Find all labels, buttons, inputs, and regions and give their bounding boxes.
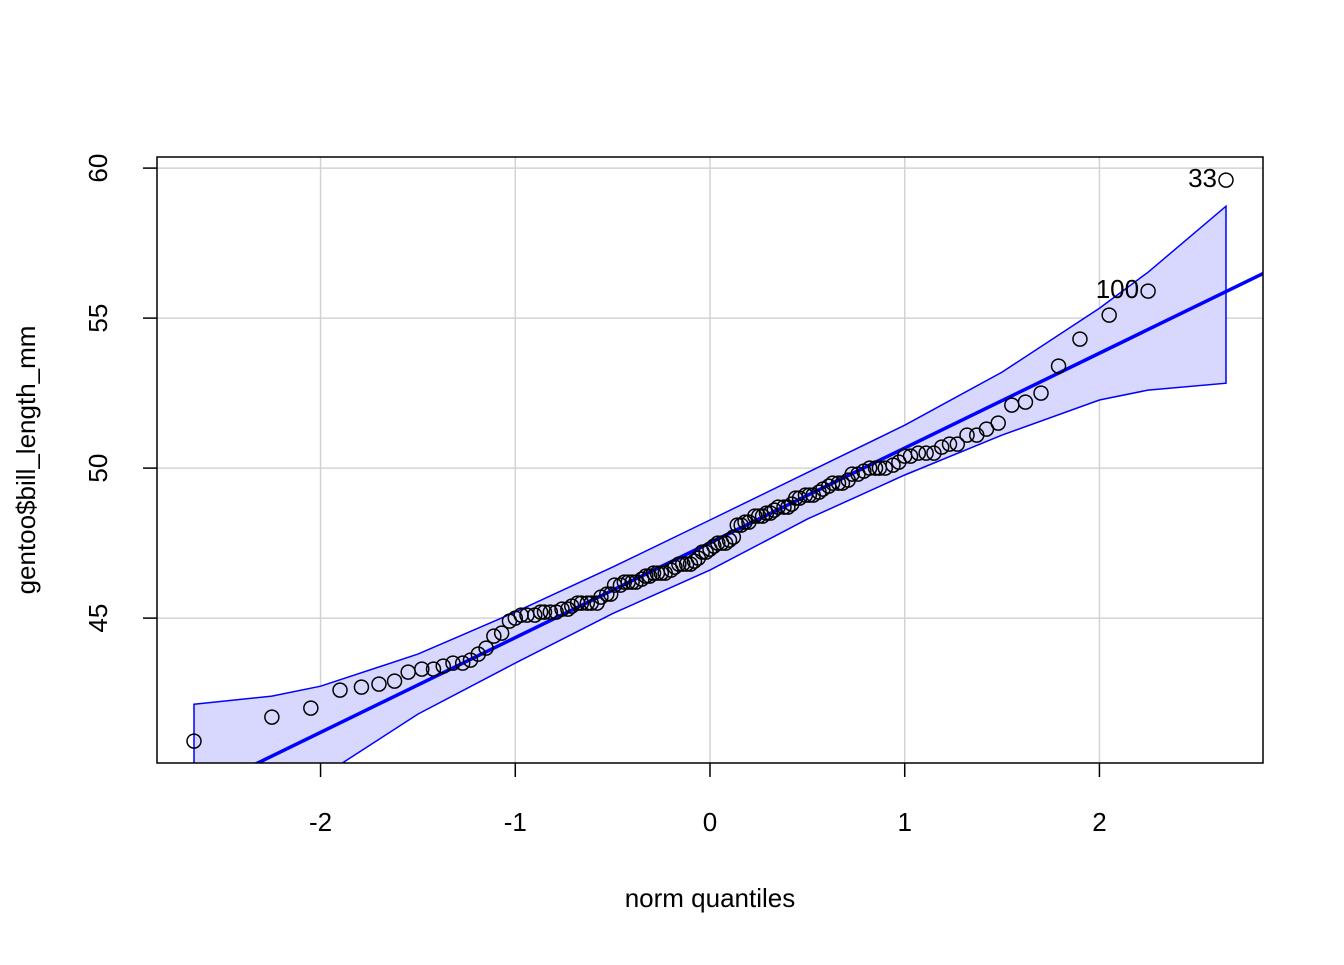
point <box>462 652 479 668</box>
point <box>844 466 860 482</box>
point <box>1050 358 1067 374</box>
point <box>990 415 1006 431</box>
point <box>710 535 726 551</box>
point <box>733 517 749 533</box>
point <box>671 556 687 572</box>
point <box>941 436 958 452</box>
point <box>573 595 590 611</box>
y-tick-label: 45 <box>83 604 113 633</box>
point <box>1033 385 1049 401</box>
x-tick-label: -2 <box>309 807 332 837</box>
x-tick-label: 1 <box>897 807 911 837</box>
point <box>717 535 734 551</box>
point <box>750 508 767 524</box>
point <box>371 676 387 692</box>
point <box>554 601 570 617</box>
point <box>824 475 841 491</box>
point <box>721 532 738 548</box>
point <box>641 568 658 584</box>
grid <box>157 157 1263 763</box>
y-axis-label: gentoo$bill_length_mm <box>11 326 41 595</box>
point <box>1140 283 1156 299</box>
point <box>910 445 927 461</box>
point <box>686 553 703 569</box>
point <box>602 586 619 602</box>
point <box>682 556 699 572</box>
point <box>780 499 796 515</box>
x-tick-label: 2 <box>1092 807 1106 837</box>
point <box>706 538 722 554</box>
point <box>926 445 942 461</box>
point <box>1218 172 1234 188</box>
point <box>830 475 847 491</box>
point <box>933 439 950 455</box>
point <box>674 556 691 572</box>
point <box>918 445 934 461</box>
point <box>353 679 370 695</box>
point <box>532 604 549 620</box>
point <box>599 586 615 602</box>
point <box>445 655 461 671</box>
x-tick-label: -1 <box>504 807 527 837</box>
point <box>470 646 487 662</box>
confidence-envelope <box>193 204 1227 763</box>
x-axis-label: norm quantiles <box>625 883 796 913</box>
plot-area <box>186 172 1263 763</box>
point <box>486 628 502 644</box>
point <box>698 544 714 560</box>
point <box>729 517 746 533</box>
y-tick-label: 50 <box>83 454 113 483</box>
x-tick-label: 0 <box>703 807 717 837</box>
point <box>776 499 792 515</box>
point <box>536 604 553 620</box>
point <box>861 460 878 476</box>
point <box>579 595 596 611</box>
point <box>877 460 893 476</box>
point <box>332 682 348 698</box>
point <box>264 709 280 725</box>
point <box>867 460 884 476</box>
point-label: 100 <box>1096 274 1139 304</box>
point <box>386 673 403 689</box>
point <box>454 655 471 671</box>
point <box>303 700 319 716</box>
point <box>653 565 670 581</box>
point <box>902 448 919 464</box>
point <box>414 661 430 677</box>
point <box>637 568 654 584</box>
point-label: 33 <box>1188 163 1217 193</box>
point <box>1101 307 1117 323</box>
point <box>1072 331 1088 347</box>
point <box>949 436 966 452</box>
point <box>747 508 763 524</box>
point <box>435 658 451 674</box>
point <box>667 559 683 575</box>
y-tick-label: 60 <box>83 154 113 183</box>
point <box>186 733 202 749</box>
point <box>645 565 662 581</box>
point <box>801 487 818 503</box>
point <box>542 604 559 620</box>
point <box>1017 394 1034 410</box>
axes: -2 -1 0 1 2 45 50 55 60 33 100 <box>83 154 1217 837</box>
point <box>478 640 494 656</box>
point <box>616 574 633 590</box>
y-tick-label: 55 <box>83 304 113 333</box>
point <box>612 577 629 593</box>
point <box>624 574 640 590</box>
point <box>762 505 779 521</box>
point <box>959 427 975 443</box>
point <box>493 625 510 641</box>
point <box>425 661 442 677</box>
